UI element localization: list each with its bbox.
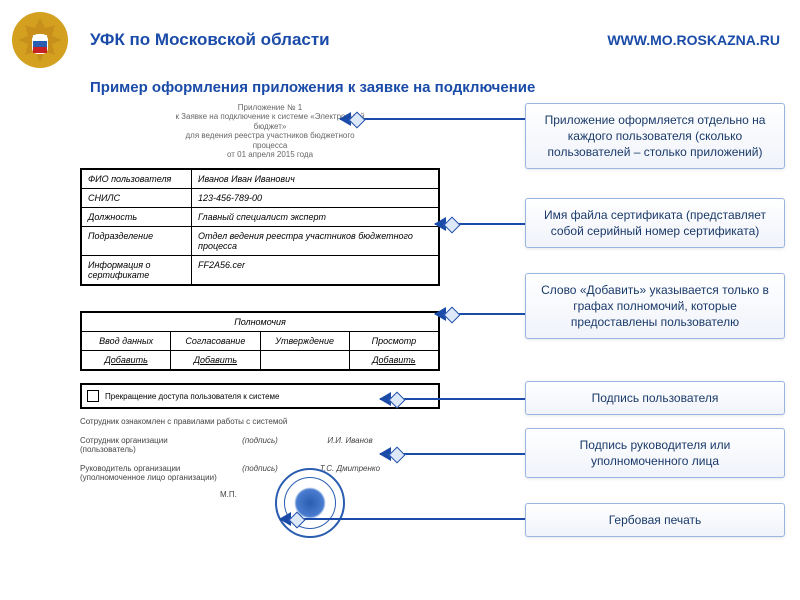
- callout-add-word: Слово «Добавить» указывается только в гр…: [525, 273, 785, 340]
- checkbox-label: Прекращение доступа пользователя к систе…: [105, 392, 279, 401]
- perm-col-header: Утверждение: [261, 332, 350, 350]
- snils-label: СНИЛС: [82, 189, 192, 207]
- callout-per-user: Приложение оформляется отдельно на каждо…: [525, 103, 785, 170]
- cert-label: Информация о сертификате: [82, 256, 192, 284]
- org-title: УФК по Московской области: [90, 30, 607, 50]
- checkbox-icon: [87, 390, 99, 402]
- page-subtitle: Пример оформления приложения к заявке на…: [90, 78, 800, 98]
- callout-mgr-signature: Подпись руководителя или уполномоченного…: [525, 428, 785, 478]
- cert-value: FF2A56.cer: [192, 256, 438, 284]
- dept-label: Подразделение: [82, 227, 192, 255]
- perm-value: Добавить: [82, 351, 171, 369]
- callout-cert-filename: Имя файла сертификата (представляет собо…: [525, 198, 785, 248]
- callout-user-signature: Подпись пользователя: [525, 381, 785, 415]
- arrow-icon: [380, 453, 525, 455]
- perm-value: Добавить: [350, 351, 438, 369]
- fio-label: ФИО пользователя: [82, 170, 192, 188]
- arrow-icon: [380, 398, 525, 400]
- doc-hdr-line: от 01 апреля 2015 года: [170, 150, 370, 160]
- russia-emblem-icon: [10, 10, 70, 70]
- sig-note: Сотрудник ознакомлен с правилами работы …: [80, 417, 440, 426]
- header: УФК по Московской области WWW.MO.ROSKAZN…: [0, 0, 800, 70]
- arrow-icon: [280, 518, 525, 520]
- dept-value: Отдел ведения реестра участников бюджетн…: [192, 227, 438, 255]
- arrow-icon: [340, 118, 525, 120]
- user-info-table: ФИО пользователяИванов Иван Иванович СНИ…: [80, 168, 440, 286]
- snils-value: 123-456-789-00: [192, 189, 438, 207]
- position-value: Главный специалист эксперт: [192, 208, 438, 226]
- position-label: Должность: [82, 208, 192, 226]
- permissions-table: Полномочия Ввод данных Согласование Утве…: [80, 311, 440, 371]
- fio-value: Иванов Иван Иванович: [192, 170, 438, 188]
- callout-stamp: Гербовая печать: [525, 503, 785, 537]
- stamp-icon: [275, 468, 345, 538]
- perm-value: Добавить: [171, 351, 260, 369]
- arrow-icon: [435, 223, 525, 225]
- sig-user-label: Сотрудник организации (пользователь): [80, 436, 220, 454]
- perm-value: [261, 351, 350, 369]
- perm-col-header: Просмотр: [350, 332, 438, 350]
- permissions-title: Полномочия: [82, 313, 438, 332]
- perm-col-header: Согласование: [171, 332, 260, 350]
- perm-col-header: Ввод данных: [82, 332, 171, 350]
- doc-hdr-line: для ведения реестра участников бюджетног…: [170, 131, 370, 150]
- website-url: WWW.MO.ROSKAZNA.RU: [607, 32, 780, 48]
- sig-mgr-label: Руководитель организации (уполномоченное…: [80, 464, 220, 482]
- sig-user-placeholder: (подпись): [220, 436, 300, 454]
- arrow-icon: [435, 313, 525, 315]
- document-sample: Приложение № 1 к Заявке на подключение к…: [80, 98, 460, 500]
